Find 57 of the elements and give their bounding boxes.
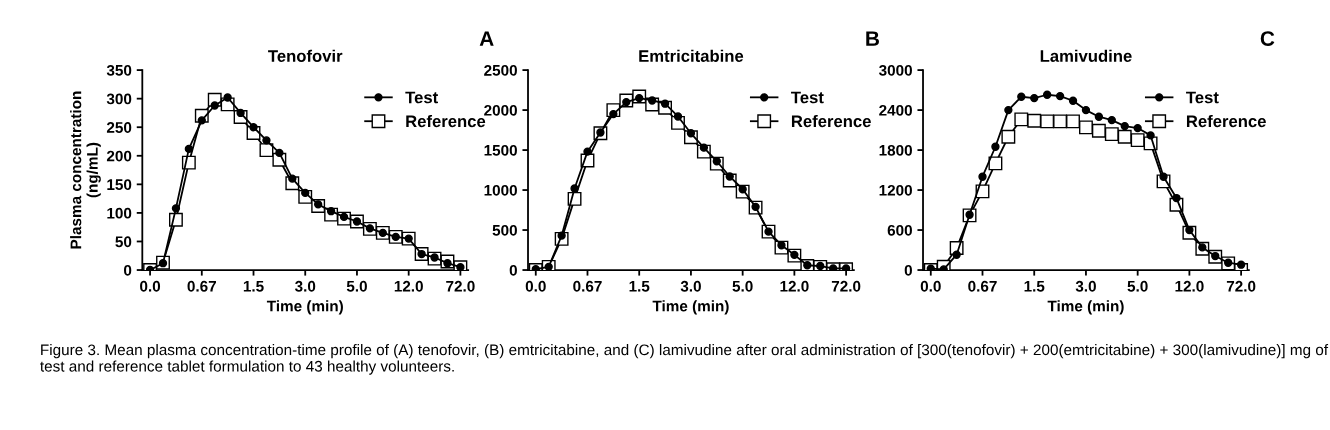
y-tick-label: 200: [106, 150, 132, 162]
x-axis-title: Time (min): [1047, 300, 1124, 315]
y-tick-label: 350: [106, 64, 132, 76]
x-tick-label: 5.0: [346, 280, 367, 292]
x-tick-label: 1.5: [1024, 281, 1045, 292]
y-tick-label: 0: [509, 264, 517, 276]
y-tick-label: 2500: [484, 64, 517, 76]
x-tick-label: 0.67: [573, 280, 602, 292]
x-tick-label: 12.0: [1175, 280, 1204, 292]
x-tick-label: 3.0: [294, 280, 316, 292]
x-tick-label: 72.0: [1226, 280, 1256, 292]
y-tick-label: 50: [115, 236, 132, 248]
legend-label: Test: [1186, 91, 1219, 104]
x-tick-label: 3.0: [1075, 280, 1096, 292]
chart-title: Emtricitabine: [639, 49, 744, 62]
x-axis-title: Time (min): [266, 300, 343, 315]
x-tick-label: 0.67: [187, 280, 216, 292]
legend-label: Test: [405, 91, 438, 104]
x-tick-label: 0.67: [968, 280, 997, 292]
text: B: [866, 31, 879, 46]
y-tick-label: 100: [107, 207, 132, 219]
x-tick-label: 1.5: [629, 281, 650, 292]
x-tick-label: 5.0: [1127, 280, 1148, 292]
y-tick-label: 500: [492, 224, 517, 236]
x-tick-label: 72.0: [446, 280, 475, 292]
y-tick-label: 1000: [484, 184, 517, 196]
y-tick-label: 2000: [484, 104, 517, 116]
y-axis-title: Plasma concentration (ng/mL): [70, 91, 101, 249]
y-tick-label: 1800: [879, 144, 912, 156]
x-tick-label: 0.0: [140, 280, 161, 292]
x-tick-label: 12.0: [780, 280, 809, 292]
x-tick-label: 0.0: [920, 280, 941, 292]
legend-label: Test: [791, 91, 824, 104]
y-tick-label: 2400: [879, 104, 912, 116]
y-tick-label: 1200: [879, 184, 912, 196]
y-tick-label: 0: [124, 264, 132, 276]
x-tick-label: 0.0: [525, 280, 546, 292]
chart-title: Lamivudine: [1040, 49, 1132, 62]
x-tick-label: 72.0: [831, 280, 861, 292]
text: A: [479, 31, 494, 46]
text: C: [1260, 31, 1275, 46]
y-tick-label: 150: [107, 179, 132, 191]
y-tick-label: 300: [106, 93, 132, 105]
x-tick-label: 3.0: [680, 280, 701, 292]
x-axis-title: Time (min): [652, 300, 729, 315]
x-tick-label: 12.0: [394, 280, 423, 292]
y-tick-label: 250: [106, 122, 132, 133]
y-tick-label: 1500: [484, 144, 517, 156]
caption: Figure 3. Mean plasma concentration-time profile of (A) tenofovir, (B) emtricitabine, and (C) lamivudine after oral administration of [300(tenofovir) + 200(emtricitabine) + 300(lamivudine)] mg of test and reference tablet formulation to 43 healthy volunteers.: [40, 344, 1329, 375]
x-tick-label: 1.5: [243, 281, 264, 292]
y-tick-label: 600: [887, 224, 912, 236]
legend-label: Reference: [791, 114, 871, 128]
y-tick-label: 3000: [878, 64, 912, 76]
y-tick-label: 0: [904, 264, 912, 276]
legend-label: Reference: [1186, 114, 1266, 128]
chart-title: Tenofovir: [268, 49, 343, 62]
x-tick-label: 5.0: [732, 280, 753, 292]
